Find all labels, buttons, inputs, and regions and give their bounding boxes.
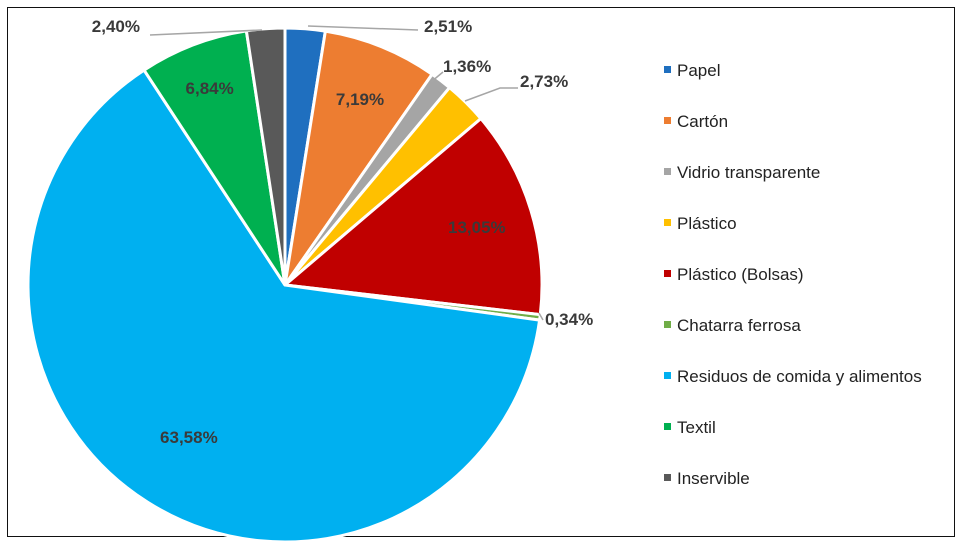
leader-line-4 [465, 88, 518, 101]
slice-label-6: 0,34% [545, 310, 593, 329]
legend-label-5: Plástico (Bolsas) [677, 265, 804, 284]
legend-label-3: Vidrio transparente [677, 163, 820, 182]
slice-label-2: 7,19% [336, 90, 384, 109]
pie-slices [28, 28, 542, 542]
leader-line-1 [308, 26, 418, 30]
legend-swatch-2 [664, 117, 671, 124]
legend-swatch-6 [664, 321, 671, 328]
legend-swatch-7 [664, 372, 671, 379]
legend-label-6: Chatarra ferrosa [677, 316, 801, 335]
legend-swatch-4 [664, 219, 671, 226]
legend: Papel Cartón Vidrio transparente Plástico Pl… [664, 61, 922, 488]
legend-swatch-3 [664, 168, 671, 175]
legend-label-4: Plástico [677, 214, 737, 233]
slice-label-8: 6,84% [186, 79, 234, 98]
legend-label-2: Cartón [677, 112, 728, 131]
slice-label-3: 1,36% [443, 57, 491, 76]
legend-label-9: Inservible [677, 469, 750, 488]
slice-label-4: 2,73% [520, 72, 568, 91]
legend-label-1: Papel [677, 61, 720, 80]
legend-swatch-9 [664, 474, 671, 481]
legend-label-7: Residuos de comida y alimentos [677, 367, 922, 386]
slice-label-7: 63,58% [160, 428, 218, 447]
legend-label-8: Textil [677, 418, 716, 437]
slice-label-5: 13,05% [448, 218, 506, 237]
slice-label-1: 2,51% [424, 17, 472, 36]
legend-swatch-8 [664, 423, 671, 430]
slice-label-9: 2,40% [92, 17, 140, 36]
legend-swatch-5 [664, 270, 671, 277]
legend-swatch-1 [664, 66, 671, 73]
